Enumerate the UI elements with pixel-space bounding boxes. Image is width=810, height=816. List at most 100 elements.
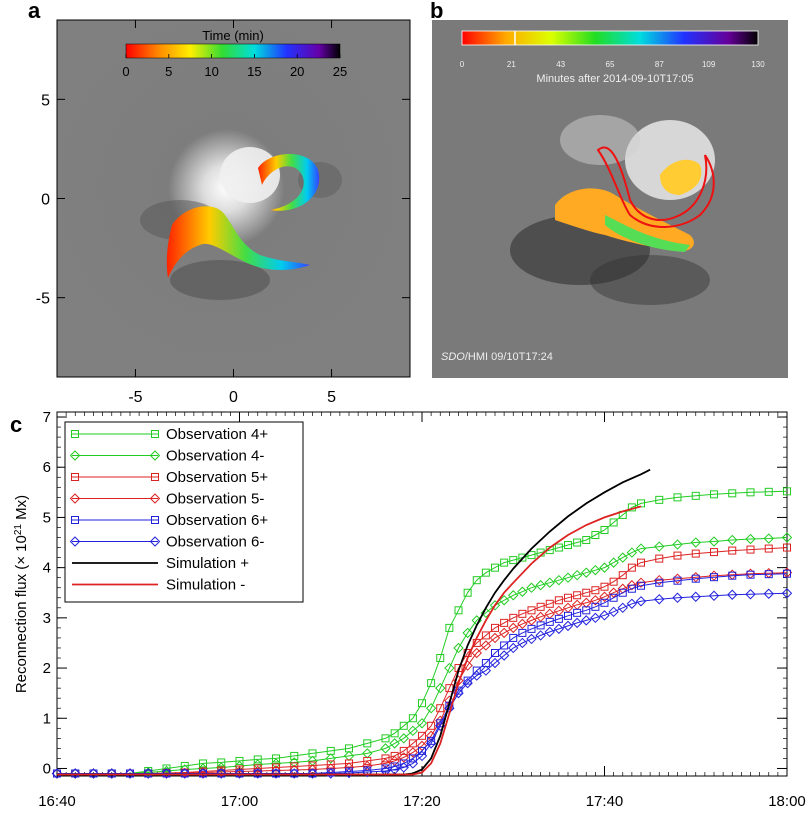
data-point <box>363 756 372 765</box>
data-point <box>489 657 501 669</box>
y-tick-label: 2 <box>43 660 51 677</box>
data-point <box>179 768 190 779</box>
data-point <box>517 637 528 649</box>
data-point <box>398 762 409 773</box>
data-point <box>764 487 773 496</box>
data-point <box>573 591 582 600</box>
data-point <box>746 488 755 497</box>
data-point <box>582 606 591 615</box>
data-point <box>673 493 682 502</box>
legend-label: Observation 4+ <box>166 426 268 443</box>
data-point <box>462 627 473 639</box>
data-point <box>489 632 501 644</box>
data-point <box>783 487 791 496</box>
data-point <box>500 641 509 650</box>
data-point <box>124 768 136 779</box>
data-point <box>408 754 417 763</box>
data-point <box>427 736 436 745</box>
data-point <box>590 612 601 624</box>
data-point <box>545 599 554 608</box>
panel-a-ytick-label: 0 <box>41 192 50 209</box>
data-point <box>418 699 426 708</box>
data-point <box>454 606 463 615</box>
data-point <box>635 577 647 588</box>
data-point <box>234 768 245 779</box>
data-point <box>637 558 645 567</box>
data-point <box>690 591 701 602</box>
data-point <box>535 611 546 623</box>
data-point <box>710 490 718 499</box>
panel-letter-a: a <box>28 0 41 23</box>
data-point <box>655 578 664 587</box>
data-point <box>436 704 445 713</box>
data-point <box>591 586 600 595</box>
data-point <box>562 620 574 632</box>
data-point <box>599 591 610 602</box>
data-point <box>416 718 428 729</box>
data-point <box>471 647 482 659</box>
data-point <box>508 642 519 654</box>
x-tick-label: 16:40 <box>38 793 76 810</box>
data-point <box>746 545 755 554</box>
data-point <box>582 536 591 545</box>
data-point <box>564 541 572 550</box>
legend-marker <box>149 450 161 461</box>
data-point <box>500 618 509 627</box>
data-point <box>710 573 718 582</box>
data-point <box>727 589 738 600</box>
data-point <box>526 582 537 593</box>
data-point <box>435 682 446 694</box>
data-point <box>553 623 565 635</box>
legend-label: Simulation - <box>166 577 245 594</box>
legend-entry: Observation 5+ <box>71 469 268 486</box>
data-point <box>672 539 683 550</box>
data-point <box>781 588 793 599</box>
data-point <box>581 615 592 626</box>
data-point <box>425 703 437 714</box>
y-tick-label: 6 <box>43 459 51 476</box>
data-point <box>289 768 300 779</box>
data-point <box>398 752 409 763</box>
data-point <box>407 725 419 737</box>
data-point <box>161 768 172 779</box>
y-tick-label: 4 <box>43 560 51 577</box>
legend-marker <box>71 516 79 524</box>
data-point <box>425 738 437 749</box>
data-point <box>381 764 390 773</box>
data-point <box>554 596 563 605</box>
data-point <box>518 609 527 618</box>
dark-patch <box>170 260 270 300</box>
data-point <box>498 595 510 606</box>
series-5 <box>51 588 793 779</box>
data-point <box>509 613 518 622</box>
data-point <box>408 739 417 748</box>
data-point <box>509 633 518 642</box>
data-point <box>526 615 537 626</box>
data-point <box>472 576 481 585</box>
data-point <box>399 721 408 730</box>
panel-letter-c: c <box>10 412 23 437</box>
data-point <box>390 729 399 738</box>
y-tick-label: 7 <box>43 409 51 426</box>
data-point <box>253 764 262 773</box>
data-point <box>654 594 665 605</box>
data-point <box>544 577 555 588</box>
data-point <box>517 586 528 597</box>
legend-marker <box>151 473 159 481</box>
data-point <box>728 571 737 580</box>
data-point <box>427 679 436 688</box>
legend-entry: Observation 4- <box>69 448 264 465</box>
data-point <box>581 567 592 578</box>
data-point <box>571 617 583 629</box>
colorbar-a-tick-label: 20 <box>290 64 304 79</box>
data-point <box>472 666 481 675</box>
data-point <box>345 759 353 768</box>
data-point <box>599 562 610 573</box>
data-point <box>252 765 263 777</box>
legend-marker <box>71 430 79 438</box>
data-point <box>783 543 791 552</box>
series-7 <box>57 505 642 776</box>
data-point <box>325 768 336 779</box>
legend-entry: Simulation - <box>72 577 245 594</box>
